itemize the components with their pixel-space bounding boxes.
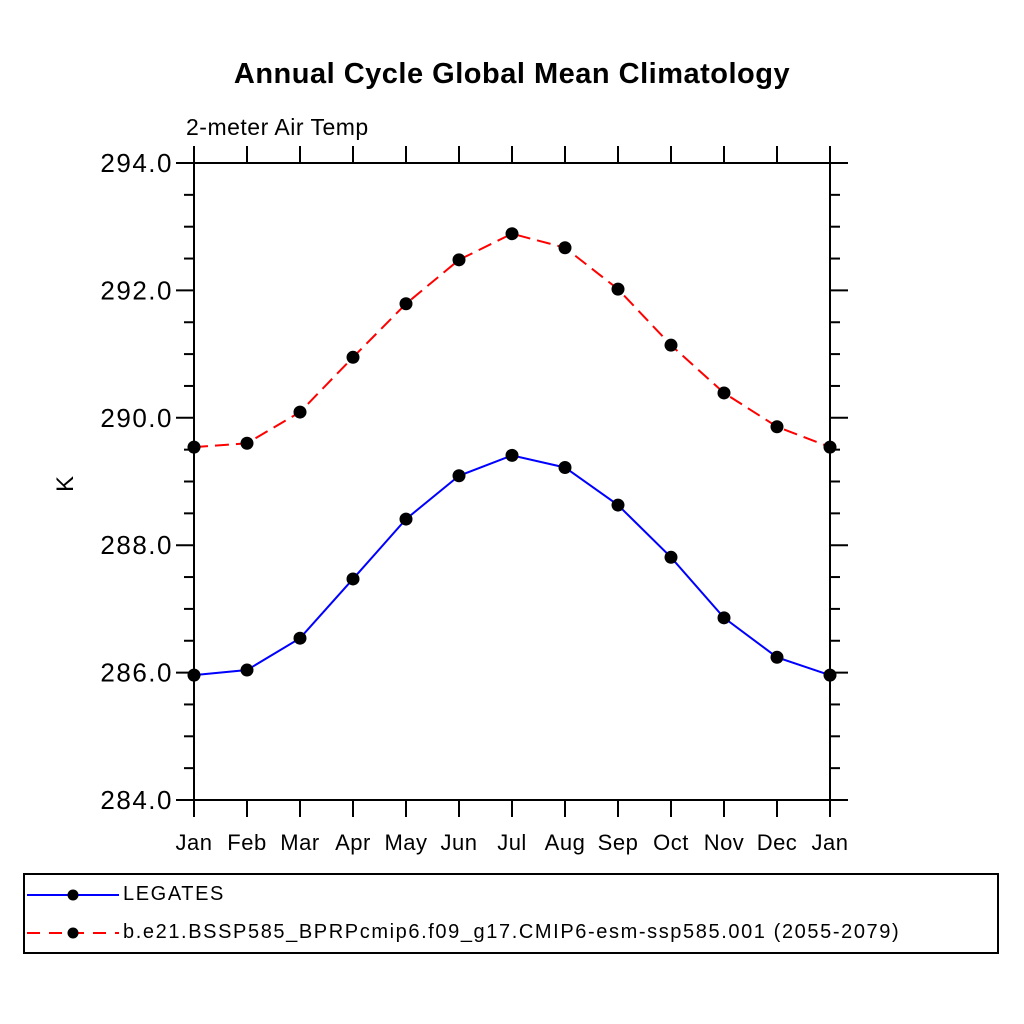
svg-text:Mar: Mar [280, 830, 319, 855]
legend-item-legates: LEGATES [25, 878, 997, 912]
svg-text:Dec: Dec [757, 830, 798, 855]
chart-subtitle: 2-meter Air Temp [186, 114, 369, 140]
series-line-0 [193, 454, 831, 677]
legend-label-legates: LEGATES [123, 883, 225, 905]
svg-text:Oct: Oct [653, 830, 689, 855]
svg-text:Aug: Aug [545, 830, 586, 855]
chart-title: Annual Cycle Global Mean Climatology [233, 58, 791, 90]
legend-item-model: b.e21.BSSP585_BPRPcmip6.f09_g17.CMIP6-es… [25, 916, 997, 950]
svg-text:Jul: Jul [497, 830, 527, 855]
plot-frame [193, 162, 831, 801]
svg-text:Jan: Jan [812, 830, 849, 855]
svg-text:Nov: Nov [704, 830, 745, 855]
legend-label-model: b.e21.BSSP585_BPRPcmip6.f09_g17.CMIP6-es… [123, 921, 901, 943]
plot-area: 284.0 286.0 288.0 290.0 292.0 294.0 Jan Feb Mar A… [100, 146, 849, 855]
y-axis-ticks [176, 162, 848, 801]
svg-text:Sep: Sep [598, 830, 639, 855]
legend-line-sample-solid [27, 889, 119, 900]
svg-text:286.0: 286.0 [100, 658, 173, 688]
svg-text:292.0: 292.0 [100, 275, 173, 305]
svg-text:Jun: Jun [441, 830, 478, 855]
x-axis-ticks [193, 146, 831, 817]
svg-text:288.0: 288.0 [100, 530, 173, 560]
series-line-1 [193, 232, 831, 449]
svg-text:284.0: 284.0 [100, 785, 173, 815]
svg-text:Feb: Feb [227, 830, 266, 855]
svg-text:290.0: 290.0 [100, 403, 173, 433]
svg-text:May: May [384, 830, 427, 855]
legend-line-sample-dashed [27, 927, 119, 938]
y-axis-tick-labels: 284.0 286.0 288.0 290.0 292.0 294.0 [100, 148, 173, 815]
svg-text:Jan: Jan [176, 830, 213, 855]
series-markers-1 [187, 227, 837, 454]
x-axis-tick-labels: Jan Feb Mar Apr May Jun Jul Aug Sep Oct Nov Dec Jan [176, 830, 849, 855]
svg-text:Apr: Apr [335, 830, 371, 855]
series-markers-0 [187, 448, 837, 682]
legend: LEGATES b.e21.BSSP585_BPRPcmip6.f09_g17.… [23, 873, 999, 954]
svg-text:294.0: 294.0 [100, 148, 173, 178]
